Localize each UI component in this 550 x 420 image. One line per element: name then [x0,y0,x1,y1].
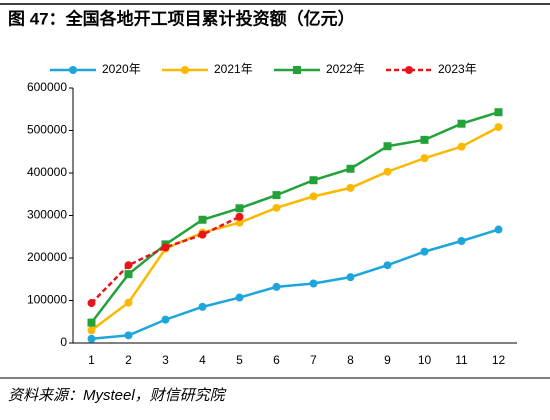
x-tick-label: 11 [455,353,468,367]
series-line [90,215,241,304]
x-tick-label: 4 [199,353,206,367]
y-tick-label: 400000 [27,165,67,179]
data-point [420,247,429,256]
data-point [383,142,392,151]
data-point [198,230,207,239]
data-point [420,154,429,163]
data-point [198,215,207,224]
legend-label: 2020年 [102,62,141,76]
x-tick-label: 10 [418,353,432,367]
data-point [235,218,244,227]
x-tick-label: 6 [273,353,280,367]
series-line [91,228,499,340]
data-point [494,108,503,117]
data-point [383,261,392,270]
data-point [235,293,244,302]
legend-marker [293,66,301,74]
data-point [309,176,318,185]
data-point [87,326,96,335]
data-point [124,298,133,307]
legend-marker [69,66,77,74]
data-point [124,270,133,279]
legend-label: 2023年 [438,62,477,76]
y-tick-label: 200000 [27,250,67,264]
data-point [457,142,466,151]
data-point [457,237,466,245]
data-point [235,212,244,221]
data-point [161,243,170,252]
y-tick-label: 0 [60,335,67,349]
data-point [494,225,503,234]
data-point [383,167,392,176]
y-tick-label: 600000 [27,80,67,94]
data-point [272,203,281,212]
x-tick-label: 2 [125,353,132,367]
data-point [457,119,466,128]
x-tick-label: 9 [384,353,391,367]
data-point [309,192,318,201]
data-point [87,318,96,327]
data-point [161,315,170,324]
y-tick-label: 100000 [27,293,67,307]
data-point [87,334,96,343]
data-point [420,135,429,144]
series-line [90,111,499,324]
x-tick-label: 8 [347,353,354,367]
data-point [346,273,355,282]
chart-title: 图 47：全国各地开工项目累计投资额（亿元） [8,8,355,28]
legend-marker [405,66,413,74]
series-line [90,125,500,332]
data-point [272,282,281,291]
source-note: 资料来源：Mysteel，财信研究院 [8,387,227,404]
data-point [124,331,133,340]
legend-label: 2022年 [326,62,365,76]
data-point [198,302,207,311]
data-point [346,164,355,173]
x-tick-label: 3 [162,353,169,367]
y-tick-label: 300000 [27,208,67,222]
data-point [272,191,281,200]
data-point [87,299,96,308]
legend-label: 2021年 [214,62,253,76]
data-point [124,261,133,270]
legend-marker [181,66,189,74]
data-point [346,183,355,192]
data-point [309,279,318,288]
x-tick-label: 1 [88,353,95,367]
x-tick-label: 5 [236,353,243,367]
data-point [235,204,244,213]
data-point [494,123,503,132]
y-tick-label: 500000 [27,123,67,137]
x-tick-label: 7 [310,353,317,367]
x-tick-label: 12 [492,353,506,367]
